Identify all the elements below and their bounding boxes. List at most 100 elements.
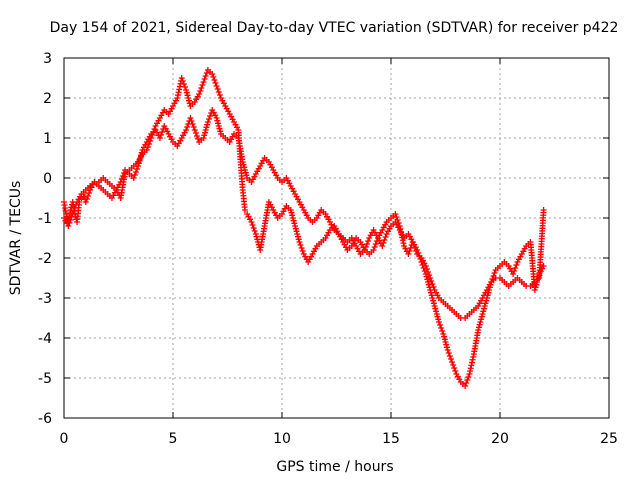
data-point [250,225,257,231]
data-point [294,231,301,237]
data-point [200,79,207,85]
data-point [483,297,490,304]
data-point [435,316,442,323]
data-point [465,374,472,380]
data-point [450,362,457,368]
data-point [241,167,248,173]
data-point [429,281,436,287]
data-point [251,228,258,234]
data-point [432,305,439,312]
data-point [381,237,388,243]
data-point [241,207,248,213]
data-point [158,132,165,138]
data-point [482,300,489,307]
y-tick-labels: -6 -5 -4 -3 -2 -1 0 1 2 3 [38,51,52,427]
data-point [159,129,166,135]
data-point [70,208,77,214]
x-tick-label: 10 [273,431,291,447]
data-point [183,127,190,133]
data-point [201,129,208,136]
y-tick-label: -6 [38,411,52,427]
data-point [513,262,520,268]
data-point [83,196,90,202]
axis-ticks [63,57,610,419]
data-point [289,215,296,221]
data-point [478,316,485,323]
data-point [202,73,209,79]
data-point [433,311,440,317]
data-point [192,130,199,136]
data-point [181,84,188,90]
data-point [430,300,437,307]
data-point [131,172,138,178]
data-point [480,308,487,315]
data-point [216,92,223,98]
data-point [68,214,75,220]
data-point [213,83,220,89]
data-point [204,119,211,125]
data-point [248,219,255,225]
data-point [198,85,205,91]
data-point [410,242,417,248]
data-point [185,95,192,101]
data-point [433,308,440,315]
data-point [119,173,126,179]
data-point [371,244,378,250]
data-point [205,116,212,122]
data-point [63,211,70,217]
data-point [442,339,449,345]
data-point [372,241,379,247]
data-point [132,169,139,175]
data-point [511,268,518,274]
data-point [215,123,222,129]
y-axis-label: SDTVAR / TECUs [8,181,24,296]
data-point [201,76,208,82]
data-point [117,179,124,185]
data-point [130,175,137,181]
data-point [438,325,445,331]
data-point [476,321,483,328]
data-point [203,70,210,76]
x-tick-label: 0 [60,431,69,447]
data-point [475,324,482,331]
data-point [178,75,185,81]
data-point [214,117,221,124]
data-point [242,169,249,176]
data-point [188,118,195,124]
data-point [445,350,452,356]
data-point [423,266,430,272]
data-point [134,166,141,172]
data-point [71,205,78,211]
data-point [392,211,399,217]
data-point [393,214,400,220]
data-point [193,133,200,139]
data-point [189,121,196,127]
data-point [202,127,209,133]
data-point [437,322,444,328]
data-point [209,71,216,77]
data-point [382,234,389,240]
data-point [183,89,190,96]
data-point [69,211,76,217]
data-point [243,172,250,179]
data-point [430,284,437,290]
data-point [217,128,224,135]
data-point [179,78,186,84]
data-point [422,263,429,269]
y-tick-label: -5 [38,371,52,387]
data-point [187,115,194,121]
data-point [479,311,486,317]
data-point [185,97,192,104]
data-point [203,124,210,131]
data-point [212,80,219,86]
data-point [297,242,304,248]
data-point [441,333,448,340]
y-tick-label: 0 [43,171,52,187]
data-point [491,270,498,276]
data-point [299,248,306,254]
data-point [409,239,416,245]
data-point [411,245,418,251]
x-tick-label: 25 [600,431,618,447]
data-point [440,331,447,337]
data-point [532,284,539,291]
